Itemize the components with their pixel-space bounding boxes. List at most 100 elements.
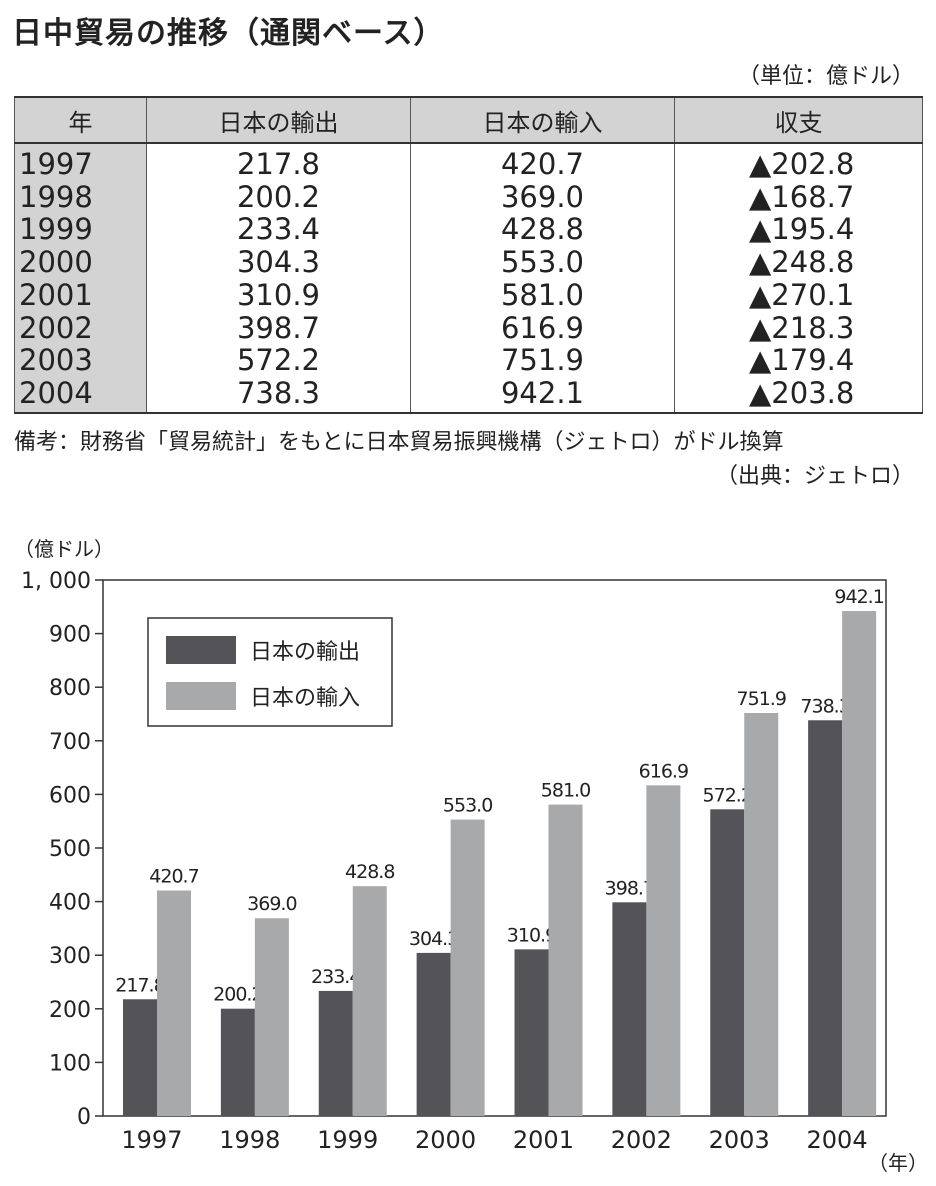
balance-cell: ▲248.8 xyxy=(674,246,923,279)
bar-value-label: 738.3 xyxy=(800,695,849,717)
y-axis-label: （億ドル） xyxy=(14,537,114,561)
y-tick-label: 500 xyxy=(49,837,91,862)
balance-cell: ▲179.4 xyxy=(674,344,923,377)
trade-bar-chart: 0 100 200 300 400 500 600 700 800 900 1, 000 （億ドル） （… xyxy=(14,537,928,1175)
export-cell: 738.3 xyxy=(146,377,411,414)
y-tick-label: 300 xyxy=(49,944,91,969)
table-row: 2000 304.3 553.0 ▲248.8 xyxy=(14,246,923,279)
year-cell: 1997 xyxy=(14,143,147,181)
year-cell: 2002 xyxy=(14,311,147,345)
year-cell: 2003 xyxy=(14,344,147,377)
export-cell: 572.2 xyxy=(146,344,411,377)
page-title: 日中貿易の推移（通関ベース） xyxy=(12,16,445,51)
y-tick-label: 600 xyxy=(49,783,91,808)
import-cell: 369.0 xyxy=(410,181,675,214)
y-tick-label: 400 xyxy=(49,891,91,916)
year-cell: 2004 xyxy=(14,377,147,414)
export-cell: 233.4 xyxy=(146,213,411,247)
x-tick-label: 2002 xyxy=(611,1126,672,1154)
bar-value-label: 751.9 xyxy=(737,688,786,710)
header-year: 年 xyxy=(14,96,147,144)
trade-table: 年 日本の輸出 日本の輸入 収支 1997 217.8 420.7 ▲202.8 199… xyxy=(14,96,923,414)
table-row: 1997 217.8 420.7 ▲202.8 xyxy=(14,143,923,181)
x-tick-label: 2003 xyxy=(709,1126,770,1154)
bar-value-label: 616.9 xyxy=(639,760,688,782)
year-cell: 2001 xyxy=(14,279,147,312)
unit-label: （単位：億ドル） xyxy=(737,64,914,89)
balance-cell: ▲203.8 xyxy=(674,377,923,414)
import-bar xyxy=(254,918,289,1116)
year-cell: 1998 xyxy=(14,181,147,214)
export-bar xyxy=(808,720,843,1116)
legend-swatch xyxy=(166,682,236,710)
table-row: 2001 310.9 581.0 ▲270.1 xyxy=(14,279,923,312)
bar-value-label: 581.0 xyxy=(541,780,590,802)
y-tick-label: 800 xyxy=(49,676,91,701)
legend-label: 日本の輸出 xyxy=(250,640,360,665)
y-tick-label: 100 xyxy=(49,1051,91,1076)
table-row: 2004 738.3 942.1 ▲203.8 xyxy=(14,377,923,414)
y-tick-label: 700 xyxy=(49,730,91,755)
x-tick-label: 2001 xyxy=(513,1126,574,1154)
table-row: 2003 572.2 751.9 ▲179.4 xyxy=(14,344,923,377)
balance-cell: ▲218.3 xyxy=(674,311,923,345)
bar-value-label: 942.1 xyxy=(834,586,883,608)
x-tick-label: 1997 xyxy=(121,1126,182,1154)
y-tick-label: 200 xyxy=(49,998,91,1023)
year-cell: 1999 xyxy=(14,213,147,247)
bar-value-label: 200.2 xyxy=(213,984,262,1006)
bar-value-label: 572.2 xyxy=(703,784,752,806)
x-tick-label: 1999 xyxy=(317,1126,378,1154)
bar-value-label: 310.9 xyxy=(507,924,556,946)
table-row: 2002 398.7 616.9 ▲218.3 xyxy=(14,311,923,345)
export-bar xyxy=(514,949,549,1116)
header-export: 日本の輸出 xyxy=(146,96,411,144)
import-cell: 581.0 xyxy=(410,279,675,312)
import-cell: 616.9 xyxy=(410,311,675,345)
bar-value-label: 420.7 xyxy=(149,866,198,888)
bar-value-label: 233.4 xyxy=(311,966,361,988)
year-cell: 2000 xyxy=(14,246,147,279)
export-cell: 398.7 xyxy=(146,311,411,345)
import-bar xyxy=(157,890,191,1116)
import-bar xyxy=(744,712,779,1116)
export-bar xyxy=(220,1008,255,1116)
x-tick-label: 2004 xyxy=(807,1126,868,1154)
export-cell: 310.9 xyxy=(146,279,411,312)
import-cell: 553.0 xyxy=(410,246,675,279)
x-tick-label: 1998 xyxy=(219,1126,280,1154)
import-bar xyxy=(842,611,877,1116)
table-row: 1998 200.2 369.0 ▲168.7 xyxy=(14,181,923,214)
legend-swatch xyxy=(166,636,236,664)
export-cell: 304.3 xyxy=(146,246,411,279)
legend-label: 日本の輸入 xyxy=(250,686,360,711)
import-cell: 420.7 xyxy=(410,143,675,181)
note-text: 備考：財務省「貿易統計」をもとに日本貿易振興機構（ジェトロ）がドル換算 xyxy=(14,430,784,455)
export-cell: 217.8 xyxy=(146,143,411,181)
bar-value-label: 369.0 xyxy=(247,893,296,915)
y-tick-label: 0 xyxy=(77,1105,91,1130)
balance-cell: ▲270.1 xyxy=(674,279,923,312)
export-cell: 200.2 xyxy=(146,181,411,214)
import-bar xyxy=(450,819,485,1116)
balance-cell: ▲168.7 xyxy=(674,181,923,214)
header-import: 日本の輸入 xyxy=(410,96,675,144)
export-bar xyxy=(416,952,451,1116)
export-bar xyxy=(123,999,157,1116)
bar-value-label: 304.3 xyxy=(409,928,458,950)
table-header-row: 年 日本の輸出 日本の輸入 収支 xyxy=(14,96,923,144)
import-cell: 428.8 xyxy=(410,213,675,247)
bar-value-label: 398.7 xyxy=(605,877,654,899)
bar-value-label: 217.8 xyxy=(115,974,164,996)
export-bar xyxy=(710,809,745,1116)
balance-cell: ▲202.8 xyxy=(674,143,923,181)
import-bar xyxy=(548,804,583,1116)
table-row: 1999 233.4 428.8 ▲195.4 xyxy=(14,213,923,247)
bar-value-label: 428.8 xyxy=(345,861,394,883)
balance-cell: ▲195.4 xyxy=(674,213,923,247)
source-text: （出典：ジェトロ） xyxy=(715,464,914,489)
export-bar xyxy=(612,902,647,1116)
x-tick-label: 2000 xyxy=(415,1126,476,1154)
header-balance: 収支 xyxy=(674,96,923,144)
import-cell: 942.1 xyxy=(410,377,675,414)
